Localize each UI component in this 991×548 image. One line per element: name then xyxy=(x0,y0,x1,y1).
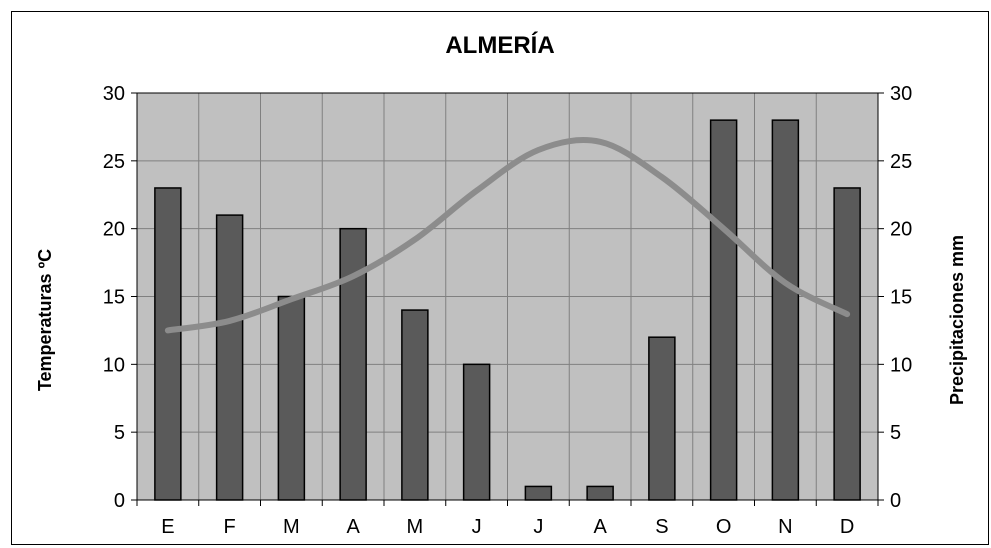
precipitation-bar xyxy=(462,363,491,501)
y-tick-label-left: 5 xyxy=(114,422,125,444)
grid-lines xyxy=(137,93,878,500)
y-tick-label-right: 15 xyxy=(890,287,912,309)
x-tick-label: E xyxy=(161,516,174,538)
x-tick-label: F xyxy=(224,516,236,538)
x-tick-label: S xyxy=(655,516,668,538)
y-tick-label-right: 0 xyxy=(890,490,901,512)
y-tick-label-right: 10 xyxy=(890,354,912,376)
y-axis-label-left: Temperaturas ºC xyxy=(35,249,55,391)
precipitation-bar xyxy=(648,336,676,501)
y-tick-label-left: 0 xyxy=(114,490,125,512)
y-tick-label-right: 25 xyxy=(890,151,912,173)
temperature-line xyxy=(164,137,851,334)
y-axis-label-right: Precipitaciones mm xyxy=(947,235,967,405)
precipitation-bar xyxy=(833,187,861,501)
y-tick-label-left: 20 xyxy=(103,219,125,241)
precipitation-bar xyxy=(277,295,306,501)
x-tick-label: J xyxy=(533,516,543,538)
x-tick-label: O xyxy=(716,516,732,538)
x-tick-label: A xyxy=(346,516,360,538)
precipitation-bar xyxy=(586,485,614,501)
precipitation-bar xyxy=(154,187,182,501)
y-tick-label-right: 5 xyxy=(890,422,901,444)
y-tick-label-left: 15 xyxy=(103,287,125,309)
precipitation-bars xyxy=(154,119,861,501)
y-tick-label-left: 30 xyxy=(103,83,125,105)
y-tick-label-right: 30 xyxy=(890,83,912,105)
axes: 0 5 10 15 20 25 30 0 5 10 15 20 25 30 E F M A M J J A S O N D xyxy=(103,83,913,538)
x-tick-label: M xyxy=(407,516,424,538)
x-tick-label: N xyxy=(778,516,792,538)
y-tick-label-right: 20 xyxy=(890,219,912,241)
x-tick-label: A xyxy=(593,516,607,538)
precipitation-bar xyxy=(401,309,429,501)
precipitation-bar xyxy=(771,119,800,501)
y-tick-label-left: 10 xyxy=(103,354,125,376)
precipitation-bar xyxy=(709,119,738,501)
chart-title: ALMERÍA xyxy=(445,31,554,59)
x-tick-label: J xyxy=(472,516,482,538)
precipitation-bar xyxy=(524,485,553,501)
precipitation-bar xyxy=(215,214,244,501)
x-tick-label: M xyxy=(283,516,300,538)
y-tick-label-left: 25 xyxy=(103,151,125,173)
x-tick-label: D xyxy=(840,516,854,538)
